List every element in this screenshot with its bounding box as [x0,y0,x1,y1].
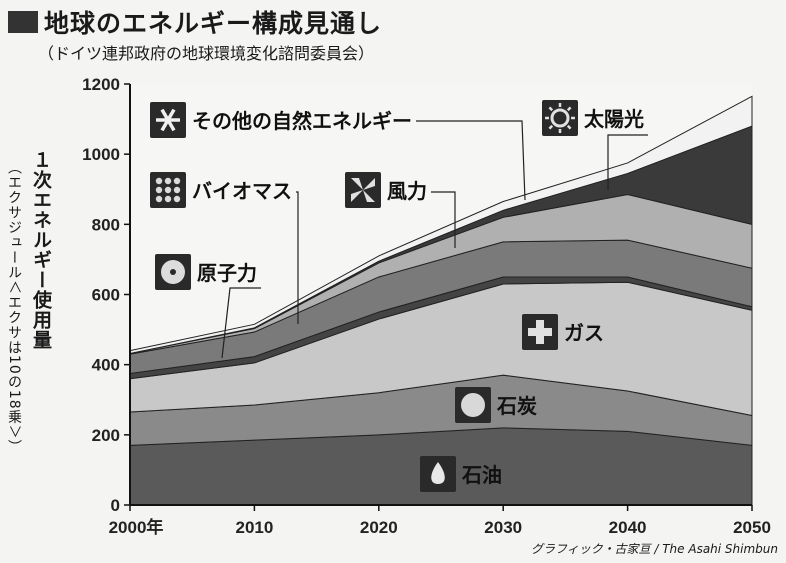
y-tick-label: 1200 [82,75,120,94]
leader-line [296,191,299,324]
sun-ray [548,124,554,130]
series-label: その他の自然エネルギー [192,109,412,133]
y-tick-label: 600 [92,286,120,305]
x-tick-label: 2030 [484,518,522,537]
y-axis-unit: （エクサジュール＜エクサは10の18乗＞） [6,160,22,455]
x-tick-label: 2010 [235,518,273,537]
dots-glyph [155,186,163,194]
dots-glyph [173,177,181,185]
sun-ray [548,106,554,112]
dots-glyph [155,195,163,203]
credit-line: グラフィック・古家亘 / The Asahi Shimbun [531,542,778,556]
y-axis-label: １次エネルギー使用量 [30,150,52,350]
x-tick-label: 2040 [609,518,647,537]
dots-glyph [173,186,181,194]
x-tick-label: 2050 [733,518,771,537]
series-label: ガス [564,321,604,345]
title-row: 地球のエネルギー構成見通し [8,4,382,40]
fan-icon [345,172,381,208]
leader-line [416,120,526,201]
leader-line [431,191,456,248]
y-tick-label: 0 [111,496,120,515]
fan-glyph [351,178,375,202]
title-square-icon [8,11,38,33]
y-tick-label: 800 [92,215,120,234]
chart-title: 地球のエネルギー構成見通し [44,9,383,38]
cross-glyph [528,320,552,344]
x-tick-label: 2020 [360,518,398,537]
radiation-center [170,269,176,275]
dots-glyph [164,186,172,194]
leader-line [221,287,261,359]
series-label: バイオマス [192,179,292,203]
y-tick-label: 400 [92,356,120,375]
dots-glyph [164,195,172,203]
sun-ray [566,106,572,112]
x-tick-label: 2000年 [109,517,164,537]
series-label: 風力 [387,179,427,203]
asterisk-glyph [160,108,176,132]
sun-ray [566,124,572,130]
chart-subtitle: （ドイツ連邦政府の地球環境変化諮問委員会） [38,44,375,63]
series-label: 石油 [461,463,502,487]
series-label: 原子力 [197,261,257,285]
y-tick-label: 200 [92,426,120,445]
dots-glyph [173,195,181,203]
y-tick-label: 1000 [82,145,120,164]
leader-line [607,134,648,190]
dots-glyph [155,177,163,185]
dots-glyph [164,177,172,185]
hexagon-glyph [461,393,485,417]
series-label: 石炭 [496,394,537,418]
area-series-8 [129,95,753,355]
drop-glyph [431,462,445,484]
sun-glyph [550,108,570,128]
series-label: 太陽光 [584,107,644,131]
